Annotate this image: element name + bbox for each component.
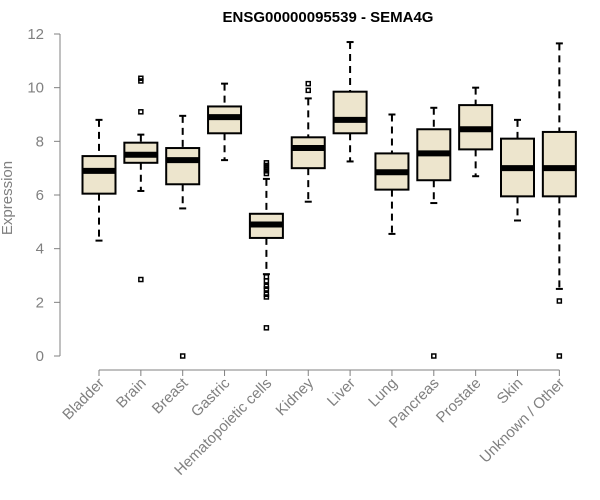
y-tick-label: 10 [27, 80, 44, 97]
outlier-point [431, 353, 437, 359]
outlier-point [263, 325, 270, 331]
outlier-point [263, 286, 270, 292]
outlier-point [138, 276, 144, 283]
outlier-point [179, 353, 186, 359]
box-group [123, 75, 159, 283]
x-tick-label: Liver [324, 375, 359, 410]
x-tick-label: Bladder [59, 375, 108, 424]
outlier-point [138, 78, 144, 84]
outlier-point [305, 87, 311, 94]
outlier-point [263, 294, 270, 300]
outlier-point [556, 298, 563, 304]
chart-title: ENSG00000095539 - SEMA4G [223, 9, 434, 26]
x-tick-label: Prostate [433, 375, 485, 427]
box-group [207, 82, 243, 162]
box-group [416, 106, 452, 359]
x-tick-label: Breast [149, 374, 192, 417]
box-group [374, 113, 410, 235]
iqr-box [81, 155, 117, 195]
y-tick-label: 8 [36, 133, 44, 150]
box-group [248, 160, 284, 331]
box-group [290, 80, 326, 203]
iqr-box [290, 136, 326, 170]
outlier-point [138, 109, 144, 115]
x-tick-label: Lung [365, 375, 401, 411]
outlier-point [556, 353, 563, 359]
box-group [541, 42, 577, 359]
box-group [81, 118, 117, 242]
y-tick-label: 6 [36, 187, 44, 204]
outlier-point [263, 278, 270, 284]
y-tick-label: 12 [27, 26, 44, 43]
y-tick-label: 0 [36, 348, 44, 365]
y-tick-label: 2 [36, 294, 44, 311]
box-group [500, 118, 535, 222]
box-group [165, 114, 201, 359]
y-tick-label: 4 [36, 241, 44, 258]
iqr-box [332, 90, 368, 135]
iqr-box [541, 130, 577, 198]
box-group [332, 41, 368, 163]
y-axis: 0 2 4 6 8 10 12 [27, 26, 61, 365]
y-axis-label: Expression [0, 161, 16, 235]
box-series [81, 41, 577, 359]
x-tick-label: Skin [494, 375, 527, 408]
x-tick-label: Kidney [273, 374, 318, 419]
box-group [458, 86, 494, 178]
outlier-point [263, 170, 270, 177]
iqr-box [165, 147, 201, 186]
outlier-point [305, 80, 311, 87]
x-tick-label: Brain [113, 375, 150, 412]
